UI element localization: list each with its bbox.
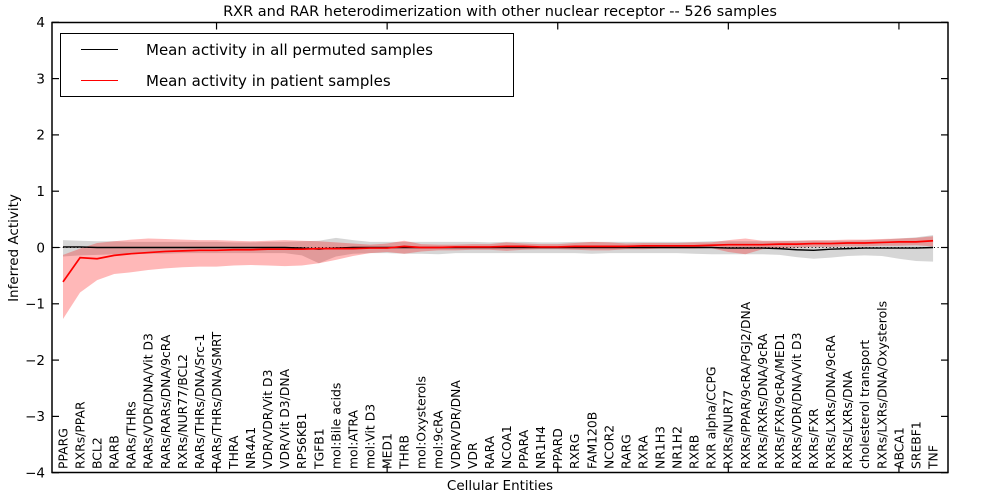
x-category-label: VDR/VDR/DNA <box>448 380 463 469</box>
y-axis-label: Inferred Activity <box>6 194 22 302</box>
legend-item-permuted: Mean activity in all permuted samples <box>61 34 513 65</box>
legend: Mean activity in all permuted samples Me… <box>60 33 514 97</box>
series-lines <box>62 239 934 283</box>
x-category-label: RXRs/LXRs/DNA <box>840 370 855 469</box>
x-category-label: NR1H2 <box>670 426 685 469</box>
x-category-label: RARs/THRs/DNA/SMRT <box>209 331 224 469</box>
x-category-label: mol:Bile acids <box>328 383 343 469</box>
x-category-label: NR1H3 <box>653 426 668 469</box>
legend-item-patient: Mean activity in patient samples <box>61 65 513 96</box>
x-category-label: RXRs/FXR/9cRA/MED1 <box>772 333 787 469</box>
x-category-label: BCL2 <box>90 437 105 469</box>
patient-line-swatch <box>81 80 118 81</box>
x-category-label: RXRs/LXRs/DNA/Oxysterols <box>874 301 889 469</box>
x-category-label: SREBF1 <box>908 421 923 469</box>
legend-label-permuted: Mean activity in all permuted samples <box>146 40 433 59</box>
x-category-label: VDR/VDR/Vit D3 <box>260 370 275 469</box>
x-tick-labels: PPARG RXRs/PPAR BCL2 RARB RARs/THRs RARs/VDR/… <box>55 301 940 470</box>
x-ticks <box>215 22 900 473</box>
x-category-label: RXRs/VDR/DNA/Vit D3 <box>789 333 804 469</box>
svg-text:−3: −3 <box>25 409 45 425</box>
x-category-label: PPARG <box>55 428 70 469</box>
x-category-label: NR4A1 <box>243 427 258 469</box>
x-category-label: THRA <box>226 435 241 470</box>
x-category-label: RPS6KB1 <box>294 413 309 469</box>
x-category-label: RARB <box>107 435 122 469</box>
x-category-label: RXRs/NUR77/BCL2 <box>175 354 190 469</box>
x-category-label: MED1 <box>380 433 395 469</box>
x-category-label: FAM120B <box>584 412 599 469</box>
y-tick-labels: 4 3 2 1 0 −1 −2 −3 −4 <box>25 15 45 481</box>
svg-text:3: 3 <box>36 71 45 87</box>
x-category-label: NCOA1 <box>499 425 514 469</box>
svg-text:−4: −4 <box>25 466 45 482</box>
svg-text:1: 1 <box>36 184 45 200</box>
x-category-label: PPARA <box>516 429 531 469</box>
x-category-label: RXRB <box>687 435 702 469</box>
svg-text:−2: −2 <box>25 353 45 369</box>
x-category-label: ABCA1 <box>891 427 906 469</box>
svg-text:4: 4 <box>36 15 45 31</box>
x-category-label: RXRs/PPAR/9cRA/PGJ2/DNA <box>738 301 753 469</box>
legend-label-patient: Mean activity in patient samples <box>146 71 391 90</box>
x-category-label: RARG <box>618 434 633 469</box>
x-category-label: RARs/RARs/DNA/9cRA <box>158 334 173 469</box>
x-category-label: mol:ATRA <box>345 410 360 469</box>
x-category-label: RXRs/FXR <box>806 408 821 469</box>
x-category-label: RXR alpha/CCPG <box>704 366 719 469</box>
x-category-label: RARA <box>482 435 497 469</box>
x-category-label: mol:Oxysterols <box>414 376 429 469</box>
svg-text:2: 2 <box>36 128 45 144</box>
x-category-label: RARs/THRs <box>124 401 139 469</box>
svg-text:−1: −1 <box>25 297 45 313</box>
x-category-label: RXRA <box>635 435 650 469</box>
x-category-label: RXRs/LXRs/DNA/9cRA <box>823 335 838 469</box>
x-category-label: mol:Vit D3 <box>362 404 377 469</box>
x-category-label: cholesterol transport <box>857 340 872 469</box>
x-category-label: RXRG <box>567 434 582 469</box>
y-ticks <box>52 21 948 474</box>
x-category-label: VDR <box>465 442 480 469</box>
x-category-label: NCOR2 <box>601 425 616 469</box>
svg-text:0: 0 <box>36 240 45 256</box>
chart-title: RXR and RAR heterodimerization with othe… <box>223 4 777 20</box>
x-category-label: RXRs/PPAR <box>72 401 87 469</box>
x-category-label: RXRs/NUR77 <box>721 390 736 469</box>
x-category-label: TNF <box>925 445 940 470</box>
x-category-label: RXRs/RXRs/DNA/9cRA <box>755 333 770 469</box>
x-category-label: TGFB1 <box>311 428 326 470</box>
permuted-line-swatch <box>81 49 118 50</box>
x-category-label: RARs/THRs/DNA/Src-1 <box>192 334 207 469</box>
confidence-bands <box>63 235 934 320</box>
x-category-label: NR1H4 <box>533 426 548 469</box>
x-category-label: PPARD <box>550 428 565 469</box>
x-category-label: mol:9cRA <box>431 410 446 469</box>
x-category-label: THRB <box>397 435 412 470</box>
x-category-label: VDR/Vit D3/DNA <box>277 368 292 469</box>
x-category-label: RARs/VDR/DNA/Vit D3 <box>141 333 156 469</box>
x-axis-label: Cellular Entities <box>446 478 554 494</box>
